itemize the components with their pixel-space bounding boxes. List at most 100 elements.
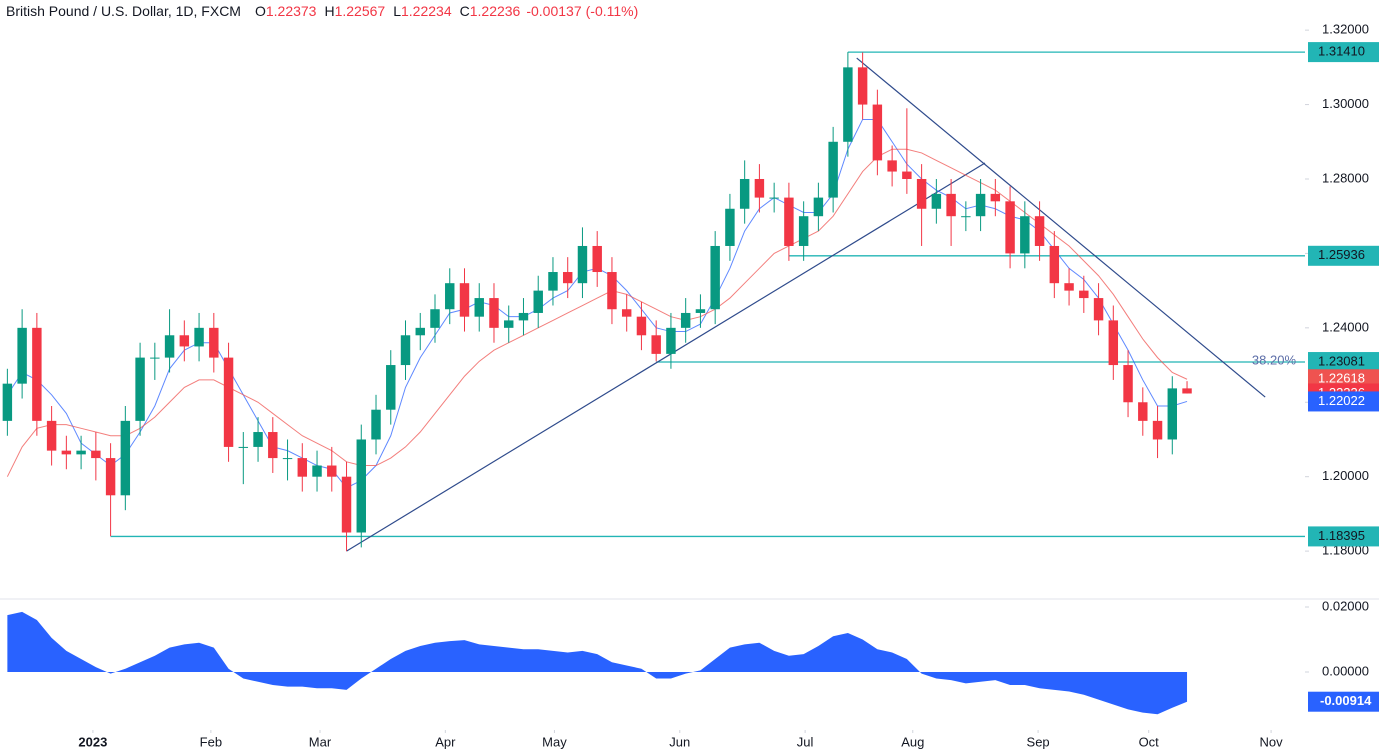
candle-body — [386, 365, 396, 410]
candle-body — [975, 193, 986, 217]
level-badge: 1.23081 — [1318, 353, 1365, 368]
candle-body — [341, 476, 352, 533]
candle-body — [61, 450, 72, 455]
candle-body — [798, 216, 809, 246]
candle-body — [887, 160, 897, 172]
candle-body — [813, 197, 824, 217]
x-tick-label: Jul — [797, 734, 814, 749]
ohlc-prefix: H — [324, 3, 334, 19]
x-tick-label: Apr — [435, 734, 456, 749]
candle-body — [209, 327, 219, 358]
x-tick-label: May — [542, 734, 567, 749]
candle-body — [135, 357, 145, 421]
x-tick-label: Sep — [1027, 734, 1050, 749]
ohlc-prefix: O — [255, 3, 266, 19]
candle-body — [1064, 283, 1074, 291]
x-tick-label: Mar — [309, 734, 332, 749]
candle-body — [504, 320, 514, 328]
candle-body — [489, 298, 499, 328]
candle-body — [607, 272, 617, 310]
candle-body — [445, 283, 455, 310]
change: -0.00137 — [526, 3, 581, 19]
candle-body — [621, 309, 632, 317]
candle-body — [17, 327, 27, 384]
trendline — [856, 57, 1266, 398]
ohlc-prefix: C — [460, 3, 470, 19]
candle-body — [828, 141, 838, 198]
candle-body — [327, 465, 337, 477]
candle-body — [105, 458, 116, 496]
y-tick-label: 1.28000 — [1322, 170, 1369, 185]
candle-body — [990, 193, 1001, 202]
candle-body — [1123, 365, 1133, 403]
candle-body — [76, 450, 86, 455]
candle-body — [91, 450, 101, 459]
candle-body — [931, 193, 942, 209]
candle-body — [253, 432, 263, 447]
candle-body — [533, 290, 543, 313]
change-percent: (-0.11%) — [586, 3, 639, 19]
level-badge: 1.18395 — [1318, 528, 1365, 543]
candle-body — [371, 409, 381, 440]
candle-body — [415, 327, 425, 336]
ma-badge: 1.22618 — [1318, 371, 1365, 386]
candle-body — [194, 327, 204, 347]
candle-body — [430, 309, 440, 328]
ohlc-value: 1.22567 — [335, 3, 386, 19]
candle-body — [268, 432, 278, 459]
candle-body — [857, 67, 868, 105]
candle-body — [282, 458, 293, 460]
level-badge-bg — [1308, 245, 1379, 266]
trendline — [346, 162, 986, 552]
moving-average — [6, 148, 1188, 477]
candle-body — [1005, 201, 1015, 254]
candle-body — [562, 272, 573, 284]
candle-body — [577, 245, 588, 284]
x-tick-label: Oct — [1139, 734, 1160, 749]
symbol-title: British Pound / U.S. Dollar, 1D, FXCM — [6, 3, 241, 19]
y-tick-label: 1.32000 — [1322, 22, 1369, 37]
ma-badge-bg — [1308, 391, 1379, 412]
candle-body — [548, 272, 558, 291]
oscillator-area — [7, 611, 1188, 715]
ohlc-value: 1.22234 — [401, 3, 452, 19]
candle-body — [1093, 298, 1104, 321]
candle-body — [946, 193, 956, 217]
candle-body — [150, 357, 160, 359]
candle-body — [739, 178, 750, 209]
candle-body — [961, 216, 971, 218]
candle-body — [474, 298, 484, 317]
candle-body — [651, 335, 661, 354]
candle-body — [297, 458, 308, 477]
osc-y-tick-label: 0.02000 — [1322, 598, 1369, 613]
level-badge-bg — [1308, 352, 1379, 373]
candle-body — [695, 309, 706, 313]
y-tick-label: 1.20000 — [1322, 468, 1369, 483]
chart-header: British Pound / U.S. Dollar, 1D, FXCM O1.… — [6, 3, 638, 19]
candle-body — [666, 327, 676, 354]
level-badge-bg — [1308, 42, 1379, 63]
candle-body — [179, 335, 190, 347]
candle-body — [1138, 402, 1148, 421]
candle-body — [680, 312, 691, 328]
candle-body — [710, 245, 720, 310]
candle-body — [356, 439, 366, 533]
candle-body — [902, 171, 912, 179]
candle-body — [32, 327, 42, 421]
x-tick-label: 2023 — [78, 734, 107, 749]
ohlc-value: 1.22236 — [470, 3, 521, 19]
ohlc-prefix: L — [393, 3, 401, 19]
x-tick-label: Feb — [200, 734, 222, 749]
candle-body — [120, 420, 131, 496]
x-tick-label: Aug — [901, 734, 924, 749]
candle-body — [223, 357, 234, 447]
level-note: 38.20% — [1252, 352, 1297, 367]
candle-body — [769, 197, 779, 199]
level-badge: 1.31410 — [1318, 44, 1365, 59]
candle-body — [592, 245, 602, 273]
candle-body — [518, 312, 529, 321]
osc-badge-bg — [1308, 691, 1379, 712]
ohlc-value: 1.22373 — [266, 3, 317, 19]
